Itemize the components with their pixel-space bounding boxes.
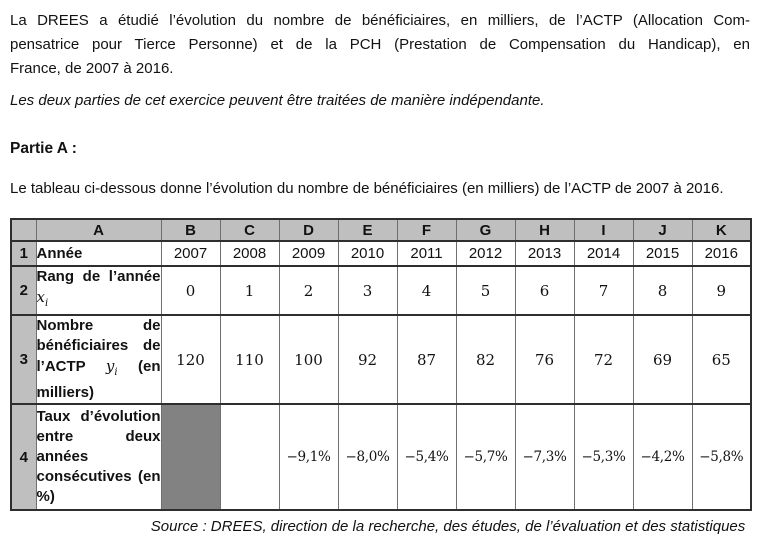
row-label-annee: Année	[35, 240, 162, 267]
part-a-heading: Partie A :	[10, 140, 77, 157]
row-label-rang: Rang de l’an­née xi	[35, 265, 162, 316]
rate-cell: −9,1%	[278, 403, 339, 511]
row-label-nombre: Nombre de bénéficiaires de l’ACTP yi (en…	[35, 314, 162, 405]
year-cell: 2016	[691, 240, 752, 267]
column-header-row: A B C D E F G H I J K	[10, 218, 752, 242]
rate-cell: −5,3%	[573, 403, 634, 511]
col-header-E: E	[337, 218, 398, 242]
count-cell: 120	[160, 314, 221, 405]
independence-note: Les deux parties de cet exercice peuvent…	[10, 92, 545, 109]
col-header-I: I	[573, 218, 634, 242]
y-variable: yi	[105, 357, 118, 378]
nombre-label-a: Nombre de bénéficiaires de l’ACTP	[36, 317, 161, 375]
count-cell: 76	[514, 314, 575, 405]
year-cell: 2009	[278, 240, 339, 267]
col-header-J: J	[632, 218, 693, 242]
table-row-rang: 2 Rang de l’an­née xi 0 1 2 3 4 5 6 7 8 …	[10, 265, 752, 316]
rank-cell: 9	[691, 265, 752, 316]
col-header-A: A	[35, 218, 162, 242]
source-caption: Source : DREES, direction de la recherch…	[150, 518, 746, 535]
count-cell: 69	[632, 314, 693, 405]
col-header-G: G	[455, 218, 516, 242]
rate-cell: −4,2%	[632, 403, 693, 511]
intro-line: La DREES a étudié l’évolution du nombre …	[10, 12, 750, 29]
rate-cell: −7,3%	[514, 403, 575, 511]
row-number-1: 1	[10, 240, 37, 267]
intro-line: pensatrice pour Tierce Personne) et de l…	[10, 36, 750, 53]
table-row-annee: 1 Année 2007 2008 2009 2010 2011 2012 20…	[10, 240, 752, 267]
year-cell: 2014	[573, 240, 634, 267]
rank-cell: 3	[337, 265, 398, 316]
row-number-3: 3	[10, 314, 37, 405]
rank-cell: 7	[573, 265, 634, 316]
col-header-B: B	[160, 218, 221, 242]
rank-cell: 2	[278, 265, 339, 316]
rank-cell: 4	[396, 265, 457, 316]
col-header-F: F	[396, 218, 457, 242]
rank-cell: 5	[455, 265, 516, 316]
table-row-nombre: 3 Nombre de bénéficiaires de l’ACTP yi (…	[10, 314, 752, 405]
rate-cell: −5,4%	[396, 403, 457, 511]
intro-paragraph: La DREES a étudié l’évolution du nombre …	[10, 9, 750, 81]
table-row-taux: 4 Taux d’évo­lution entre deux années co…	[10, 403, 752, 511]
col-header-H: H	[514, 218, 575, 242]
year-cell: 2007	[160, 240, 221, 267]
count-cell: 87	[396, 314, 457, 405]
rate-cell: −5,8%	[691, 403, 752, 511]
corner-cell	[10, 218, 37, 242]
row-number-2: 2	[10, 265, 37, 316]
beneficiaries-table: A B C D E F G H I J K 1 Année 2007 2008 …	[10, 218, 752, 511]
year-cell: 2015	[632, 240, 693, 267]
count-cell: 100	[278, 314, 339, 405]
empty-rate-cell-C4	[219, 403, 280, 511]
year-cell: 2013	[514, 240, 575, 267]
year-cell: 2011	[396, 240, 457, 267]
row-number-4: 4	[10, 403, 37, 511]
count-cell: 92	[337, 314, 398, 405]
rank-cell: 1	[219, 265, 280, 316]
year-cell: 2010	[337, 240, 398, 267]
col-header-C: C	[219, 218, 280, 242]
count-cell: 72	[573, 314, 634, 405]
rang-label-text: Rang de l’an­née	[36, 268, 161, 285]
count-cell: 65	[691, 314, 752, 405]
nombre-label-b: (en milliers)	[36, 358, 161, 401]
x-variable: xi	[36, 288, 49, 309]
year-cell: 2012	[455, 240, 516, 267]
intro-line: France, de 2007 à 2016.	[10, 60, 174, 77]
rank-cell: 6	[514, 265, 575, 316]
table-intro: Le tableau ci-dessous donne l’évolution …	[10, 180, 724, 197]
rate-cell: −8,0%	[337, 403, 398, 511]
filled-cell-B4	[160, 403, 221, 511]
col-header-K: K	[691, 218, 752, 242]
row-label-taux: Taux d’évo­lution entre deux années cons…	[35, 403, 162, 511]
rank-cell: 0	[160, 265, 221, 316]
count-cell: 110	[219, 314, 280, 405]
count-cell: 82	[455, 314, 516, 405]
rate-cell: −5,7%	[455, 403, 516, 511]
rank-cell: 8	[632, 265, 693, 316]
col-header-D: D	[278, 218, 339, 242]
year-cell: 2008	[219, 240, 280, 267]
